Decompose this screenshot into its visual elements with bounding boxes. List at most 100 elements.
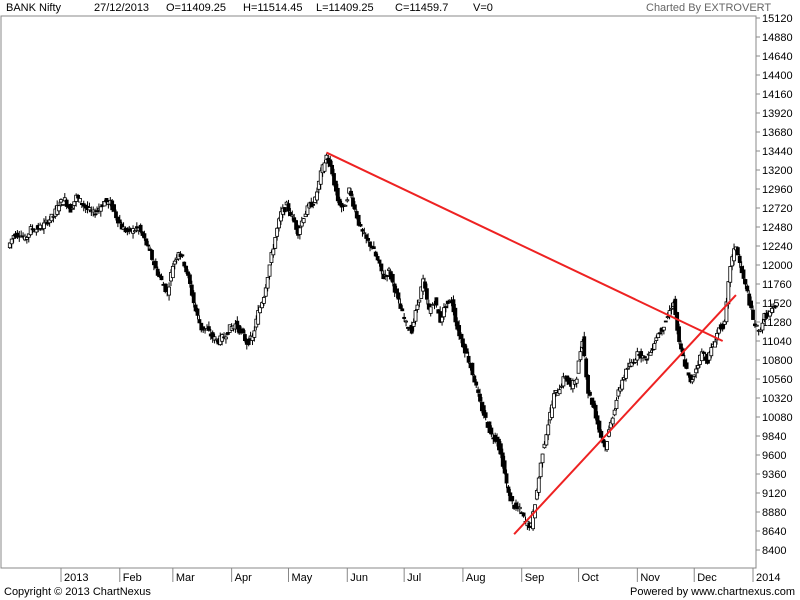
candle-down <box>701 351 706 354</box>
candle-down <box>356 214 361 226</box>
candle-down <box>142 233 147 239</box>
candle-up <box>709 347 714 357</box>
candle-down <box>582 336 587 357</box>
candle-down <box>153 261 158 269</box>
y-tick-label: 8880 <box>762 507 786 519</box>
y-tick-label: 10560 <box>762 374 793 386</box>
candle-up <box>24 237 29 240</box>
candle-down <box>749 300 754 309</box>
x-tick-label: Dec <box>697 572 717 584</box>
candle-down <box>146 244 151 247</box>
candle-up <box>440 316 444 323</box>
candle-down <box>737 255 742 264</box>
candle-down <box>658 332 663 335</box>
y-tick-label: 10320 <box>762 393 793 405</box>
candle-down <box>502 460 507 474</box>
candle-up <box>544 434 549 446</box>
candle-up <box>625 367 630 370</box>
candle-up <box>760 322 765 331</box>
y-tick-label: 8640 <box>762 526 786 538</box>
candle-down <box>663 320 668 323</box>
candle-down <box>241 328 245 334</box>
candle-up <box>70 207 75 210</box>
candle-down <box>751 309 755 320</box>
candle-down <box>182 261 187 267</box>
candle-up <box>648 352 653 356</box>
candle-up <box>696 365 700 369</box>
y-tick-label: 9600 <box>762 450 786 462</box>
candle-down <box>195 308 200 316</box>
candle-down <box>117 219 122 224</box>
candle-up <box>273 237 278 249</box>
candle-up <box>411 322 416 327</box>
candle-down <box>677 326 681 342</box>
candle-down <box>459 333 463 340</box>
y-tick-label: 13680 <box>762 127 793 139</box>
candle-down <box>30 228 35 231</box>
y-tick-label: 12240 <box>762 241 793 253</box>
candle-down <box>191 292 196 304</box>
candle-down <box>377 259 382 264</box>
y-tick-label: 14880 <box>762 32 793 44</box>
candle-up <box>42 222 46 230</box>
candle-down <box>93 213 98 216</box>
candle-up <box>322 162 327 172</box>
candle-up <box>770 307 774 313</box>
candle-up <box>561 376 566 387</box>
candle-up <box>635 351 640 361</box>
candle-down <box>423 281 427 289</box>
candle-up <box>610 417 615 425</box>
candle-down <box>745 285 750 292</box>
candle-up <box>60 204 65 206</box>
candle-up <box>654 337 659 341</box>
candle-down <box>489 427 494 435</box>
low-label: L=11409.25 <box>316 2 374 14</box>
x-axis: 2013 Feb Mar Apr May Jun Jul Aug Sep Oct Nov Dec 201… <box>60 568 780 584</box>
candle-up <box>387 268 391 271</box>
high-label: H=11514.45 <box>243 2 303 14</box>
candle-up <box>536 477 541 493</box>
candle-down <box>197 319 202 324</box>
candle-up <box>345 199 350 202</box>
x-tick-label: Jul <box>407 572 421 584</box>
candle-down <box>366 237 371 241</box>
candle-up <box>252 330 257 338</box>
candle-up <box>404 320 408 323</box>
candle-up <box>553 390 558 393</box>
candle-up <box>72 201 77 206</box>
candle-down <box>394 288 399 294</box>
candle-up <box>612 409 617 416</box>
candle-up <box>557 389 562 395</box>
candle-up <box>728 266 733 283</box>
candle-down <box>95 210 99 213</box>
volume-label: V=0 <box>473 2 493 14</box>
candle-down <box>735 247 740 256</box>
candle-down <box>400 308 405 312</box>
chart-header: BANK Nifty 27/12/2013 O=11409.25 H=11514… <box>0 0 800 16</box>
y-tick-label: 13920 <box>762 108 793 120</box>
candle-down <box>514 502 518 508</box>
candle-down <box>64 199 69 207</box>
candle-down <box>434 297 439 306</box>
candle-down <box>246 338 251 345</box>
candle-down <box>741 269 746 279</box>
candle-up <box>540 453 545 464</box>
candle-up <box>726 281 731 305</box>
open-label: O=11409.25 <box>166 2 227 14</box>
candle-up <box>447 299 452 302</box>
x-tick-label: Apr <box>235 572 252 584</box>
candle-down <box>398 303 403 309</box>
powered-by-label: Powered by www.chartnexus.com <box>630 586 796 598</box>
candle-down <box>679 343 683 350</box>
candle-up <box>576 360 581 374</box>
candle-down <box>478 393 482 402</box>
candle-up <box>275 227 280 237</box>
candle-down <box>138 224 143 232</box>
candle-down <box>425 288 429 300</box>
candle-up <box>732 248 736 262</box>
candle-up <box>91 209 96 213</box>
candle-up <box>620 379 625 390</box>
candle-up <box>59 199 63 203</box>
candle-down <box>644 358 649 361</box>
